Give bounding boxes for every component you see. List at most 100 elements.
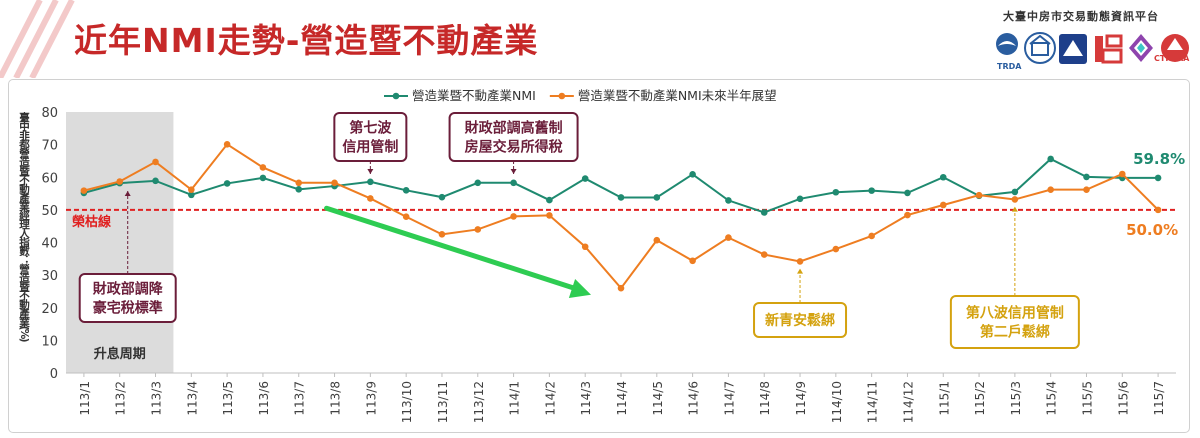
x-tick-label: 114/8 bbox=[758, 381, 772, 416]
x-tick-label: 114/4 bbox=[615, 381, 629, 416]
nmi-end-value-label: 59.8% bbox=[1133, 150, 1185, 168]
y-tick-label: 30 bbox=[41, 269, 58, 284]
x-tick-label: 115/2 bbox=[973, 381, 987, 416]
organization-name: 大臺中房市交易動態資訊平台 bbox=[1003, 10, 1159, 23]
outlook-data-point bbox=[939, 201, 947, 209]
annotation-pointer-icon bbox=[367, 168, 374, 174]
partner-logos bbox=[996, 32, 1189, 64]
annotation-callout: 新青安鬆綁 bbox=[753, 268, 848, 338]
nmi-data-point bbox=[653, 194, 661, 201]
x-tick-label: 113/7 bbox=[293, 381, 307, 416]
x-tick-label: 114/9 bbox=[794, 381, 808, 416]
annotation-box bbox=[753, 302, 848, 338]
diamond-logo-icon bbox=[1129, 34, 1153, 62]
threshold-label: 榮枯線 bbox=[72, 214, 112, 230]
x-tick-label: 115/3 bbox=[1009, 381, 1023, 416]
x-tick-label: 115/5 bbox=[1080, 381, 1094, 416]
rate-hike-period-shade bbox=[66, 112, 174, 373]
y-axis-label: 臺中非都營造暨不動產業經理人指數：營造暨不動產業(%) bbox=[18, 111, 30, 341]
outlook-data-point bbox=[1118, 170, 1126, 178]
chart-frame bbox=[8, 79, 1190, 433]
x-tick-label: 114/7 bbox=[722, 381, 736, 416]
building-logo-icon bbox=[1024, 32, 1056, 64]
annotation-pointer-icon bbox=[797, 268, 804, 274]
nmi-data-point bbox=[474, 179, 482, 187]
association-logo-icon bbox=[1095, 34, 1123, 64]
x-tick-label: 113/9 bbox=[364, 381, 378, 416]
outlook-legend-label: 營造業暨不動產業NMI未來半年展望 bbox=[578, 88, 777, 103]
x-tick-label: 114/10 bbox=[830, 381, 844, 423]
x-tick-label: 114/2 bbox=[543, 381, 557, 416]
y-tick-label: 10 bbox=[41, 334, 58, 349]
trda-caption: TRDA bbox=[997, 62, 1022, 71]
university-logo-icon bbox=[1059, 34, 1087, 64]
outlook-data-point bbox=[188, 186, 195, 193]
outlook-data-point bbox=[438, 231, 446, 238]
x-tick-label: 113/6 bbox=[257, 381, 271, 416]
annotation-text: 第二戶鬆綁 bbox=[980, 324, 1050, 341]
nmi-data-point bbox=[939, 173, 947, 181]
outlook-data-point bbox=[259, 164, 267, 171]
x-tick-label: 115/7 bbox=[1152, 381, 1166, 416]
y-tick-label: 70 bbox=[41, 139, 58, 154]
nmi-data-point bbox=[188, 191, 195, 199]
y-tick-label: 60 bbox=[41, 171, 58, 186]
outlook-data-point bbox=[581, 243, 589, 251]
trend-arrow-shaft bbox=[324, 205, 582, 293]
x-tick-label: 114/12 bbox=[901, 381, 915, 423]
x-tick-label: 114/3 bbox=[579, 381, 593, 416]
nmi-data-point bbox=[725, 197, 732, 204]
x-tick-label: 113/3 bbox=[150, 381, 164, 416]
annotation-pointer-icon bbox=[1011, 206, 1018, 212]
annotation-text: 第七波 bbox=[349, 120, 392, 137]
x-tick-label: 115/4 bbox=[1045, 381, 1059, 416]
outlook-data-point bbox=[689, 257, 696, 265]
x-tick-label: 113/11 bbox=[436, 381, 450, 423]
nmi-data-point bbox=[796, 195, 804, 203]
annotation-pointer-icon bbox=[510, 168, 517, 174]
decorative-stripes bbox=[0, 0, 75, 78]
x-tick-label: 113/12 bbox=[472, 381, 486, 423]
nmi-data-point bbox=[832, 188, 840, 196]
ctreaa-logo-icon bbox=[1161, 34, 1189, 62]
x-tick-label: 113/8 bbox=[329, 381, 343, 416]
annotation-pointer-icon bbox=[124, 190, 131, 196]
outlook-data-point bbox=[474, 226, 482, 233]
trda-logo-icon bbox=[996, 33, 1018, 55]
ctreaa-caption: CTREAA bbox=[1154, 54, 1190, 63]
annotation-text: 信用管制 bbox=[342, 139, 398, 156]
nmi-data-point bbox=[295, 186, 303, 193]
outlook-data-point bbox=[152, 158, 159, 166]
outlook-data-point bbox=[1154, 206, 1162, 214]
annotation-text: 財政部調降 bbox=[92, 281, 164, 298]
nmi-data-point bbox=[259, 174, 267, 182]
annotation-text: 新青安鬆綁 bbox=[765, 312, 835, 329]
outlook-data-point bbox=[653, 236, 661, 244]
outlook-data-point bbox=[904, 211, 911, 219]
x-tick-label: 114/5 bbox=[651, 381, 665, 416]
nmi-data-point bbox=[1154, 174, 1162, 182]
outlook-data-point bbox=[760, 251, 768, 258]
outlook-data-point bbox=[868, 232, 875, 240]
outlook-data-point bbox=[1011, 196, 1019, 203]
outlook-data-point bbox=[295, 179, 303, 187]
y-tick-label: 20 bbox=[41, 302, 58, 317]
annotation-box bbox=[949, 295, 1080, 349]
nmi-data-point bbox=[760, 209, 768, 216]
outlook-legend-marker bbox=[558, 92, 566, 100]
page-title: 近年NMI走勢-營造暨不動產業 bbox=[74, 21, 539, 60]
x-tick-label: 113/1 bbox=[78, 381, 92, 416]
nmi-data-point bbox=[689, 171, 696, 178]
x-tick-label: 114/11 bbox=[866, 381, 880, 423]
outlook-data-point bbox=[1047, 186, 1054, 193]
nmi-data-point bbox=[510, 179, 517, 187]
trend-arrow-head-icon bbox=[568, 278, 591, 298]
nmi-data-point bbox=[1011, 188, 1019, 196]
x-tick-label: 113/10 bbox=[400, 381, 414, 423]
annotation-text: 第八波信用管制 bbox=[966, 305, 1064, 322]
y-tick-label: 0 bbox=[50, 367, 58, 382]
